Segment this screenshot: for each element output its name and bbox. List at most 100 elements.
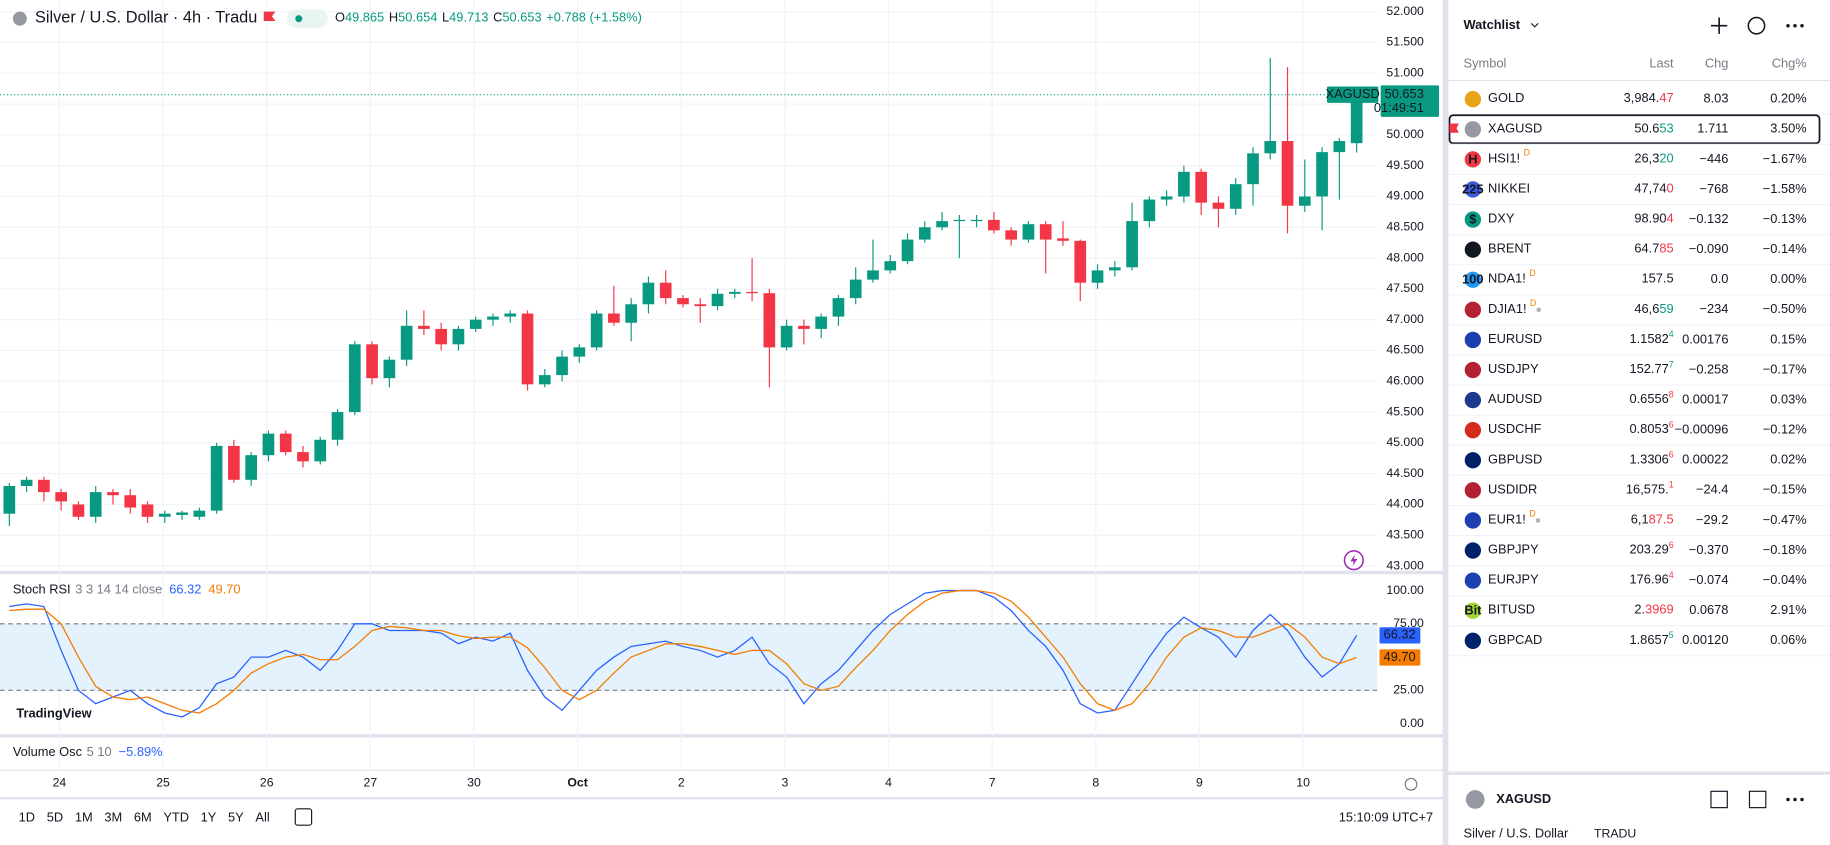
change: −0.370 <box>1689 542 1729 557</box>
candle-body <box>176 512 188 515</box>
candle-body <box>504 313 517 317</box>
change: −0.258 <box>1689 361 1729 376</box>
x-tick-label: 10 <box>1296 775 1310 789</box>
candle-body <box>590 313 603 348</box>
chevron[interactable] <box>1530 22 1539 28</box>
symbol[interactable]: AUDUSD <box>1488 391 1542 406</box>
symbol-icon <box>1464 181 1482 198</box>
symbol[interactable]: NDA1! D <box>1488 268 1536 286</box>
range-button[interactable]: 5D <box>47 810 63 825</box>
symbol[interactable]: BITUSD <box>1488 602 1535 617</box>
last: 98.904 <box>1634 211 1673 226</box>
more-icon[interactable] <box>1786 797 1804 802</box>
symbol-icon <box>1464 211 1482 228</box>
last: 3,984.47 <box>1624 91 1674 106</box>
candle-body <box>1126 221 1138 268</box>
change-percent: 3.50% <box>1770 121 1806 136</box>
value-tag-label: 66.32 <box>1384 627 1416 642</box>
symbol-icon <box>1464 542 1482 559</box>
compare-icon[interactable] <box>294 808 313 826</box>
candle-body <box>953 219 966 222</box>
more-icon[interactable] <box>1786 23 1804 28</box>
icon-text: 100 <box>1462 272 1483 287</box>
candle-body <box>89 492 102 517</box>
symbol[interactable]: BRENT <box>1488 241 1532 256</box>
last-main: 203.29 <box>1629 542 1668 557</box>
candle-body <box>1350 94 1363 144</box>
symbol-icon <box>1464 512 1482 529</box>
change: −0.132 <box>1689 211 1729 226</box>
symbol[interactable]: GBPUSD <box>1488 452 1542 467</box>
last: 1.15824 <box>1629 330 1673 347</box>
symbol[interactable]: GBPCAD <box>1488 632 1542 647</box>
value-tag <box>1379 627 1421 644</box>
change-percent: −0.47% <box>1763 512 1807 527</box>
band <box>0 623 1378 691</box>
symbol-name: DXY <box>1488 211 1515 226</box>
symbol[interactable]: GBPJPY <box>1488 542 1539 557</box>
pie-icon[interactable] <box>1747 16 1766 35</box>
symbol[interactable]: EURJPY <box>1488 572 1539 587</box>
symbol[interactable]: GOLD <box>1488 91 1524 106</box>
candle-body <box>469 319 482 329</box>
candle-body <box>746 291 758 294</box>
add-icon[interactable] <box>1710 17 1728 34</box>
details-title: Silver / U.S. Dollar <box>1464 826 1570 841</box>
symbol-name: XAGUSD <box>1488 121 1542 136</box>
indicator-value: 49.70 <box>208 582 240 597</box>
symbol-name: GOLD <box>1488 91 1524 106</box>
candle-body <box>1281 141 1294 206</box>
layout-icon[interactable] <box>1710 790 1728 809</box>
ohlc-key: O <box>335 10 345 25</box>
range-button[interactable]: YTD <box>163 810 189 825</box>
candle-body <box>849 279 862 299</box>
indicator-params: 5 10 <box>87 744 112 759</box>
symbol-name: BITUSD <box>1488 602 1535 617</box>
symbol-icon <box>1464 452 1482 469</box>
symbol[interactable]: XAGUSD <box>1488 121 1542 136</box>
ohlc-value: 50.654 <box>398 10 437 25</box>
symbol[interactable]: USDIDR <box>1488 482 1537 497</box>
last-main: 98.90 <box>1634 211 1666 226</box>
indicator-legend: Stoch RSI 3 3 14 14 close 66.32 49.70 <box>13 582 241 597</box>
range-button[interactable]: 5Y <box>228 810 244 825</box>
change-percent: −0.50% <box>1763 301 1807 316</box>
symbol[interactable]: EURUSD <box>1488 331 1542 346</box>
status-pill[interactable] <box>287 9 328 29</box>
symbol[interactable]: DJIA1! D <box>1488 298 1536 316</box>
range-button[interactable]: All <box>255 810 269 825</box>
flash-icon[interactable] <box>1343 550 1364 571</box>
ohlc-value: 50.653 <box>502 10 541 25</box>
last: 0.65568 <box>1629 390 1673 407</box>
last-main: 152.77 <box>1629 361 1668 376</box>
details-icon <box>1465 790 1485 809</box>
edit-icon[interactable] <box>1748 790 1767 809</box>
settings-icon[interactable] <box>1404 777 1418 791</box>
range-button[interactable]: 1Y <box>201 810 217 825</box>
change-percent: 0.03% <box>1770 391 1806 406</box>
change: +0.788 (+1.58%) <box>546 10 642 25</box>
last: 50.653 <box>1634 121 1673 136</box>
candle-body <box>1022 224 1035 240</box>
x-tick-label: 8 <box>1092 775 1099 789</box>
candle-body <box>418 325 430 329</box>
symbol[interactable]: HSI1! D <box>1488 148 1530 166</box>
change-percent: −0.13% <box>1763 211 1807 226</box>
change-percent: 0.15% <box>1770 331 1806 346</box>
symbol[interactable]: EUR1! D <box>1488 509 1536 527</box>
symbol[interactable]: USDJPY <box>1488 361 1539 376</box>
x-tick-label: 3 <box>781 775 788 789</box>
range-button[interactable]: 3M <box>104 810 122 825</box>
symbol[interactable]: NIKKEI <box>1488 181 1530 196</box>
flag-icon[interactable] <box>263 11 276 22</box>
range-button[interactable]: 1M <box>75 810 93 825</box>
range-button[interactable]: 6M <box>134 810 152 825</box>
symbol[interactable]: DXY <box>1488 211 1515 226</box>
watchlist-title[interactable]: Watchlist <box>1464 17 1521 32</box>
icon-text: $ <box>1469 212 1476 227</box>
range-button[interactable]: 1D <box>19 810 35 825</box>
status-dot <box>295 15 303 23</box>
last-main: 26,3 <box>1634 151 1659 166</box>
symbol[interactable]: USDCHF <box>1488 422 1542 437</box>
y-tick-label: 100.00 <box>1386 583 1424 597</box>
